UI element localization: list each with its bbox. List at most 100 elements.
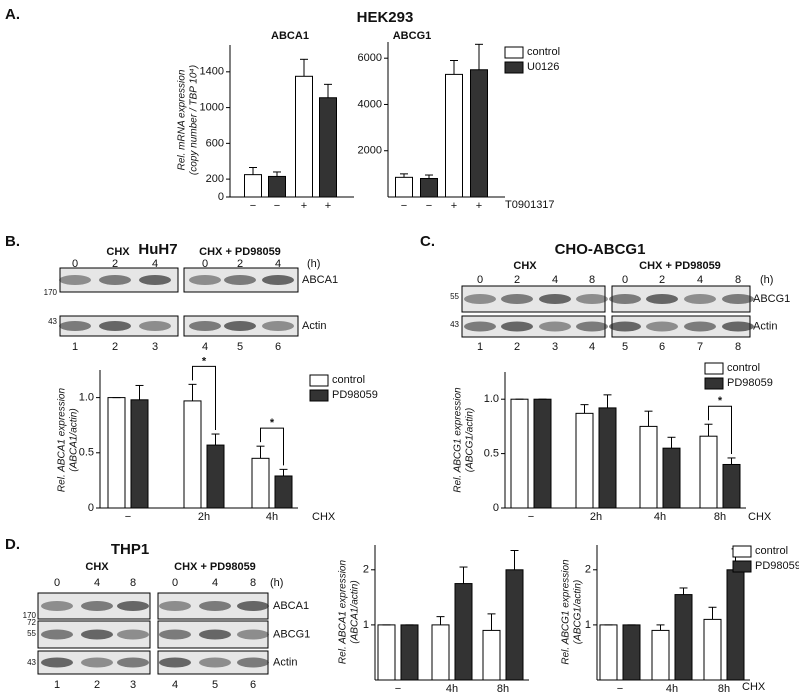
blot-band (539, 294, 571, 304)
panel-title: CHO-ABCG1 (555, 241, 646, 258)
bar (470, 69, 488, 198)
bar (107, 397, 126, 509)
y-axis-label: (ABCG1/actin) (573, 580, 584, 644)
significance-bracket (192, 365, 216, 431)
bar (575, 412, 594, 509)
chart-title: ABCG1 (393, 30, 432, 42)
legend-label: control (727, 362, 760, 374)
blot-band (117, 629, 149, 640)
x-tick-label: 2h (590, 511, 602, 523)
blot-band (539, 321, 571, 332)
panel-label: C. (420, 233, 435, 250)
x-tick-label: + (476, 200, 482, 212)
panel-label: A. (5, 6, 20, 23)
x-tick-label: − (125, 511, 131, 523)
size-marker: 72 (27, 618, 36, 627)
bar (431, 624, 450, 681)
panel-title: THP1 (111, 541, 149, 558)
time-label: 0 (172, 577, 178, 589)
time-label: 8 (589, 274, 595, 286)
legend-label: control (755, 545, 788, 557)
y-tick-label: 6000 (358, 52, 382, 64)
x-tick-label: 4h (446, 683, 458, 695)
bar (599, 624, 618, 681)
y-axis-label: (ABCA1/actin) (69, 408, 80, 471)
legend-swatch (732, 560, 752, 573)
blot-band (81, 601, 113, 611)
legend-swatch (309, 389, 329, 402)
blot-band (576, 294, 608, 304)
legend-label: control (527, 46, 560, 58)
lane-number: 3 (130, 679, 136, 691)
size-marker: 55 (450, 292, 459, 301)
blot-band (81, 629, 113, 640)
bar (244, 174, 262, 198)
blot-band (189, 275, 221, 285)
y-axis-label: (copy number / TBP 10⁴) (189, 65, 200, 175)
y-tick-label: 1.0 (79, 392, 94, 404)
y-axis-label: (ABCG1/actin) (465, 408, 476, 472)
group-label: CHX + PD98059 (199, 246, 281, 258)
bar (445, 73, 463, 198)
y-tick-label: 0.5 (79, 447, 94, 459)
group-label: CHX + PD98059 (639, 260, 721, 272)
lane-number: 2 (112, 341, 118, 353)
x-axis-label: CHX (742, 681, 766, 693)
blot-band (722, 321, 754, 332)
bar (699, 435, 718, 509)
legend-label: PD98059 (727, 377, 773, 389)
lane-number: 5 (212, 679, 218, 691)
group-label: CHX (85, 561, 109, 573)
lane-number: 2 (94, 679, 100, 691)
blot-band (117, 601, 149, 611)
lane-number: 4 (202, 341, 208, 353)
significance-star: * (270, 417, 275, 429)
y-axis-label: Rel. ABCA1 expression (338, 560, 349, 665)
size-marker: 55 (27, 629, 36, 638)
blot-band (159, 601, 191, 611)
size-marker: 43 (48, 317, 57, 326)
time-label: 0 (477, 274, 483, 286)
x-axis-label: CHX (748, 511, 772, 523)
time-unit: (h) (270, 577, 283, 589)
x-tick-label: 4h (266, 511, 278, 523)
y-tick-label: 1 (585, 619, 591, 631)
time-label: 0 (54, 577, 60, 589)
blot-band (464, 321, 496, 332)
lane-number: 4 (589, 341, 595, 353)
panel-label: D. (5, 536, 20, 553)
blot-band (609, 321, 641, 332)
bar (454, 583, 473, 681)
panel-title: HuH7 (138, 241, 177, 258)
blot-band (684, 294, 716, 304)
blot-band (199, 629, 231, 640)
x-axis-label: T0901317 (505, 199, 555, 211)
y-tick-label: 1.0 (484, 393, 499, 405)
group-label: CHX (106, 246, 130, 258)
lane-number: 6 (250, 679, 256, 691)
x-tick-label: − (401, 200, 407, 212)
x-tick-label: + (301, 200, 307, 212)
x-axis-label: CHX (312, 511, 336, 523)
x-tick-label: − (617, 683, 623, 695)
blot-band (262, 321, 294, 331)
legend-swatch (704, 362, 724, 375)
row-label: ABCG1 (273, 628, 310, 640)
lane-number: 3 (552, 341, 558, 353)
x-tick-label: + (451, 200, 457, 212)
y-tick-label: 2 (585, 564, 591, 576)
y-axis-label: (ABCA1/actin) (350, 580, 361, 643)
blot-band (646, 321, 678, 332)
bar (510, 398, 529, 509)
time-label: 8 (250, 577, 256, 589)
y-tick-label: 0.5 (484, 448, 499, 460)
lane-number: 2 (514, 341, 520, 353)
panel-title: HEK293 (357, 9, 414, 26)
y-tick-label: 600 (206, 137, 224, 149)
x-tick-label: − (250, 200, 256, 212)
y-tick-label: 2 (363, 564, 369, 576)
time-label: 4 (552, 274, 558, 286)
blot-band (722, 294, 754, 304)
blot-band (646, 294, 678, 304)
